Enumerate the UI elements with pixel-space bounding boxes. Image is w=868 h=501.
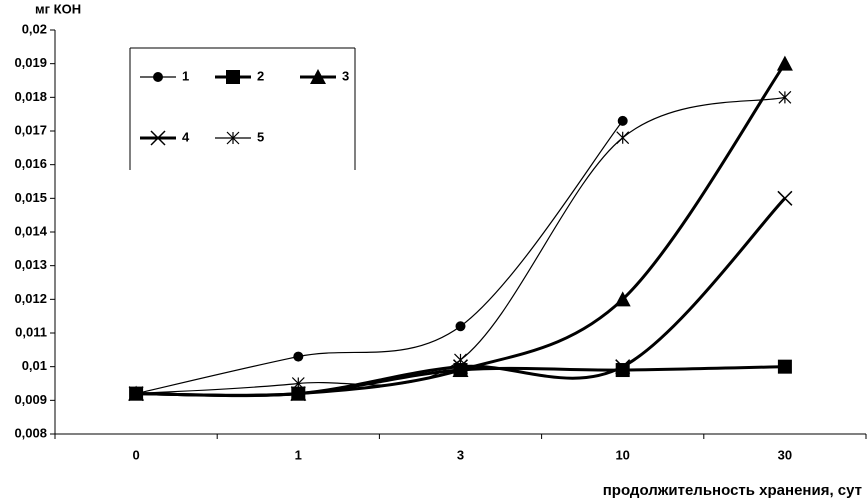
series	[129, 90, 792, 401]
legend-item: 1	[140, 68, 189, 83]
marker	[129, 387, 143, 401]
legend-label: 5	[257, 129, 264, 144]
legend-item: 5	[215, 129, 264, 144]
line	[136, 96, 786, 395]
y-axis-label: мг КОН	[35, 1, 81, 16]
legend-label: 4	[182, 129, 190, 144]
x-tick-label: 1	[295, 447, 302, 462]
marker	[617, 115, 628, 126]
marker	[614, 291, 631, 307]
marker	[293, 351, 304, 362]
x-tick-label: 10	[615, 447, 629, 462]
y-tick-label: 0,018	[14, 89, 47, 104]
x-tick-label: 3	[457, 447, 464, 462]
y-tick-label: 0,008	[14, 425, 47, 440]
line	[136, 62, 787, 397]
line	[135, 120, 624, 395]
y-tick-label: 0,02	[22, 21, 47, 36]
x-tick-label: 0	[132, 447, 139, 462]
series	[131, 115, 628, 399]
legend-item: 3	[300, 68, 349, 84]
y-tick-label: 0,012	[14, 291, 47, 306]
marker	[778, 90, 792, 104]
marker	[452, 359, 469, 375]
marker	[455, 321, 466, 332]
y-tick-label: 0,01	[22, 358, 47, 373]
marker	[776, 55, 793, 71]
y-tick-label: 0,019	[14, 55, 47, 70]
marker	[615, 359, 631, 375]
y-tick-label: 0,015	[14, 190, 47, 205]
legend-item: 2	[215, 68, 264, 84]
marker	[615, 363, 630, 378]
y-tick-label: 0,013	[14, 257, 47, 272]
legend-marker	[153, 72, 163, 82]
marker	[616, 131, 630, 145]
legend-marker	[310, 69, 326, 84]
legend-label: 2	[257, 68, 264, 83]
x-axis-label: продолжительность хранения, сут	[603, 482, 862, 499]
marker	[291, 377, 305, 390]
x-tick-label: 30	[778, 447, 792, 462]
legend-marker	[226, 70, 240, 84]
legend-label: 3	[342, 68, 349, 83]
marker	[454, 353, 467, 367]
line	[136, 197, 786, 398]
y-tick-label: 0,011	[15, 324, 47, 339]
legend-frame	[129, 47, 356, 170]
marker	[452, 362, 469, 378]
marker	[777, 359, 792, 374]
marker	[777, 190, 793, 206]
y-tick-label: 0,009	[14, 392, 47, 407]
legend-marker	[150, 130, 166, 146]
legend-label: 1	[182, 68, 189, 83]
y-tick-label: 0,016	[14, 156, 47, 171]
y-tick-label: 0,014	[14, 223, 47, 238]
legend-item: 4	[140, 129, 190, 146]
y-tick-label: 0,017	[14, 122, 47, 137]
legend-marker	[226, 131, 240, 145]
